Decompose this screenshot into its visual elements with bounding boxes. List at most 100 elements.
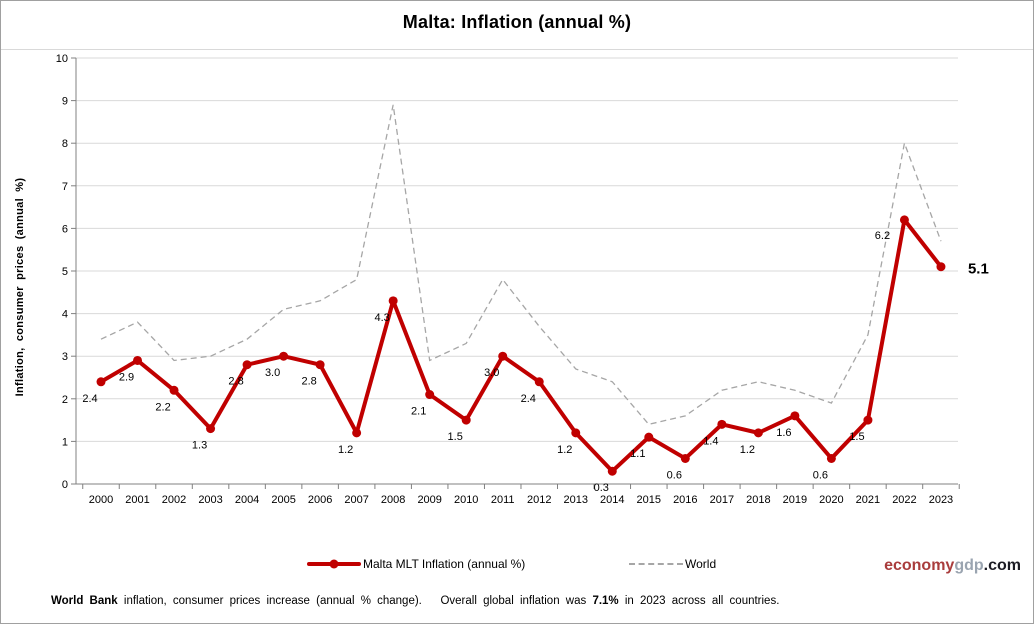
world-line <box>100 104 942 426</box>
malta-marker <box>607 466 617 476</box>
y-tick-label: 8 <box>62 138 68 150</box>
logo-com: .com <box>983 557 1021 574</box>
y-tick-label: 3 <box>62 351 68 363</box>
malta-marker <box>133 355 143 365</box>
y-tick-label: 9 <box>62 96 68 108</box>
x-tick-label: 2020 <box>819 494 843 506</box>
malta-data-label: 0.6 <box>667 469 682 481</box>
malta-data-label: 0.6 <box>813 469 828 481</box>
y-tick-label: 7 <box>62 181 68 193</box>
malta-marker <box>498 351 508 361</box>
site-logo: economygdp.com <box>884 557 1021 575</box>
x-tick-label: 2018 <box>746 494 770 506</box>
y-tick-label: 5 <box>62 266 68 278</box>
logo-gdp: gdp <box>954 557 984 574</box>
malta-marker <box>425 390 435 400</box>
y-tick-label: 10 <box>56 53 68 65</box>
malta-data-label: 2.4 <box>82 393 97 405</box>
malta-marker <box>826 453 836 463</box>
malta-data-label: 2.9 <box>119 371 134 383</box>
malta-data-label: 3.0 <box>484 367 499 379</box>
x-tick-label: 2021 <box>856 494 880 506</box>
footnote-bold-text: World Bank <box>51 595 118 607</box>
malta-data-label: 2.2 <box>155 401 170 413</box>
x-tick-label: 2001 <box>125 494 149 506</box>
malta-data-label: 1.2 <box>740 444 755 456</box>
x-tick-label: 2014 <box>600 494 624 506</box>
x-tick-label: 2023 <box>929 494 953 506</box>
malta-marker <box>753 428 763 438</box>
malta-marker <box>242 360 252 370</box>
legend-item-world: World <box>629 554 716 574</box>
malta-marker <box>388 296 398 306</box>
x-tick-label: 2005 <box>271 494 295 506</box>
legend-label-malta: Malta MLT Inflation (annual %) <box>363 557 526 571</box>
footnote-text: in 2023 across all countries. <box>618 595 780 607</box>
y-tick-label: 6 <box>62 223 68 235</box>
malta-data-label: 4.3 <box>375 312 390 324</box>
x-tick-label: 2007 <box>344 494 368 506</box>
malta-data-label: 6.2 <box>875 230 890 242</box>
malta-line <box>99 217 943 474</box>
footnote: World Bank inflation, consumer prices in… <box>51 595 1013 607</box>
malta-marker <box>315 360 325 370</box>
x-tick-label: 2022 <box>892 494 916 506</box>
malta-last-value-label: 5.1 <box>968 261 989 278</box>
footnote-bold-text: 7.1% <box>592 595 619 607</box>
malta-marker <box>279 351 289 361</box>
x-tick-label: 2012 <box>527 494 551 506</box>
chart-legend: Malta MLT Inflation (annual %) World <box>1 554 1033 576</box>
malta-marker <box>899 215 909 225</box>
malta-marker <box>206 424 216 434</box>
malta-data-label: 1.4 <box>703 435 718 447</box>
chart-canvas: 0 1 2 3 4 5 6 7 8 9 10 2000 2001 2002 2003 2004 2005 2006… <box>56 53 989 506</box>
malta-marker <box>717 419 727 429</box>
page-title: Malta: Inflation (annual %) <box>402 12 632 32</box>
malta-data-label: 1.2 <box>338 444 353 456</box>
malta-data-label: 1.1 <box>630 448 645 460</box>
malta-marker <box>169 385 179 395</box>
malta-line-sample-icon <box>307 559 361 569</box>
y-tick-label: 2 <box>62 394 68 406</box>
x-tick-label: 2009 <box>417 494 441 506</box>
malta-marker <box>644 432 654 442</box>
malta-marker <box>936 262 946 272</box>
malta-data-label: 1.5 <box>448 431 463 443</box>
malta-data-label: 3.0 <box>265 367 280 379</box>
malta-data-label: 1.6 <box>776 427 791 439</box>
malta-data-label: 1.5 <box>849 431 864 443</box>
malta-marker <box>790 411 800 421</box>
malta-data-label: 2.8 <box>301 376 316 388</box>
malta-data-label: 0.3 <box>594 482 609 494</box>
malta-data-label: 1.2 <box>557 444 572 456</box>
x-tick-label: 2017 <box>710 494 734 506</box>
y-tick-label: 4 <box>62 309 68 321</box>
y-tick-label: 0 <box>62 479 68 491</box>
x-tick-label: 2010 <box>454 494 478 506</box>
x-tick-label: 2011 <box>491 494 515 506</box>
legend-item-malta: Malta MLT Inflation (annual %) <box>307 554 525 574</box>
x-tick-label: 2019 <box>783 494 807 506</box>
x-tick-label: 2015 <box>637 494 661 506</box>
malta-marker <box>680 453 690 463</box>
malta-marker <box>461 415 471 425</box>
title-divider <box>1 49 1033 50</box>
malta-data-label: 2.8 <box>228 376 243 388</box>
x-tick-label: 2006 <box>308 494 332 506</box>
x-tick-label: 2016 <box>673 494 697 506</box>
malta-data-label: 2.1 <box>411 406 426 418</box>
malta-marker <box>534 377 544 387</box>
world-dash-sample-icon <box>629 563 683 565</box>
malta-data-label: 2.4 <box>521 393 536 405</box>
footnote-text: inflation, consumer prices increase (ann… <box>117 595 593 607</box>
malta-data-label: 1.3 <box>192 440 207 452</box>
x-tick-label: 2008 <box>381 494 405 506</box>
malta-marker <box>352 428 362 438</box>
malta-marker <box>571 428 581 438</box>
x-tick-label: 2003 <box>198 494 222 506</box>
y-tick-label: 1 <box>62 436 68 448</box>
x-tick-label: 2004 <box>235 494 259 506</box>
x-tick-label: 2000 <box>89 494 113 506</box>
x-tick-label: 2013 <box>564 494 588 506</box>
